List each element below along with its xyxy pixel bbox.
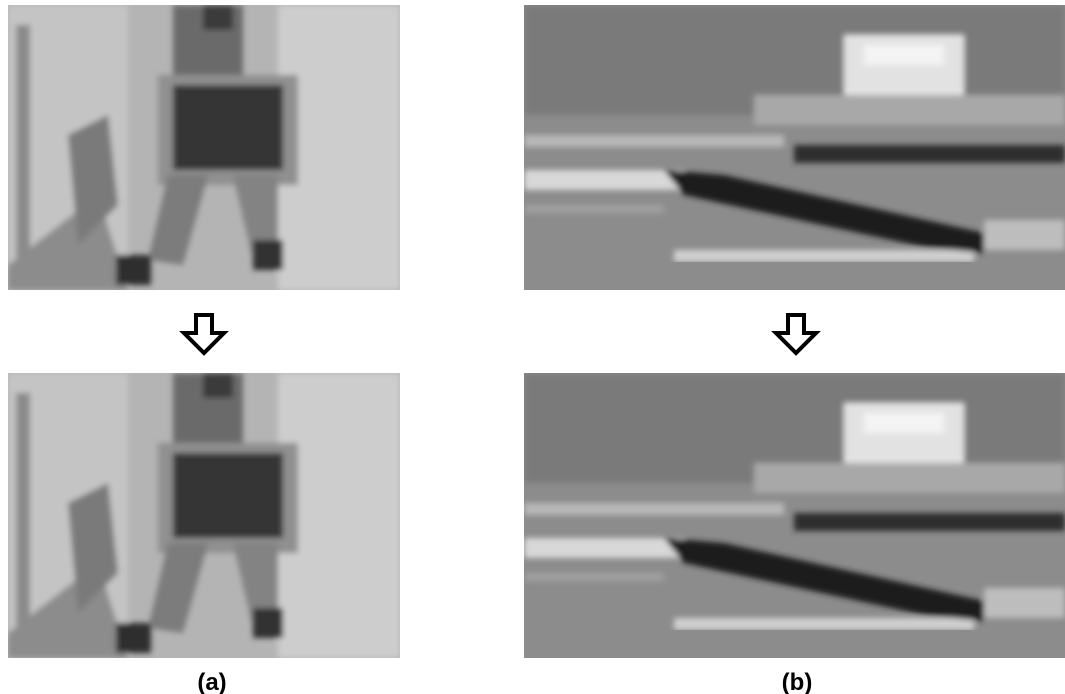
arrow xyxy=(776,315,816,353)
image-b-output xyxy=(524,373,1065,658)
image-a-input xyxy=(8,5,400,290)
image-b-input xyxy=(524,5,1065,290)
image-a-output xyxy=(8,373,400,658)
arrow xyxy=(184,315,224,353)
panel-label: (a) xyxy=(197,669,226,694)
figure: (a) (b) xyxy=(0,0,1065,694)
panel-label: (b) xyxy=(782,669,813,694)
